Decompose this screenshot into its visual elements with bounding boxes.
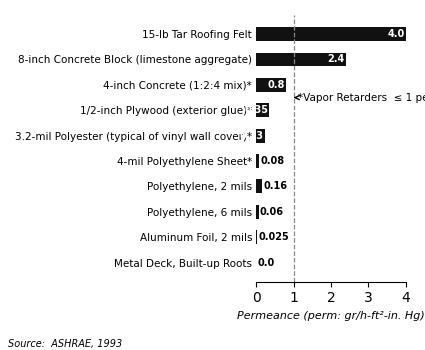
Bar (256, 154, 259, 168)
Bar (256, 129, 265, 143)
Text: 0.16: 0.16 (264, 181, 287, 191)
Text: 2.4: 2.4 (328, 55, 345, 64)
Bar (256, 230, 257, 244)
Bar (256, 103, 269, 117)
Text: 0.06: 0.06 (260, 207, 283, 217)
Text: 0.08: 0.08 (261, 156, 284, 166)
Bar (256, 205, 258, 219)
Bar (256, 52, 346, 66)
Text: 0.35: 0.35 (244, 105, 268, 115)
Bar (256, 78, 286, 92)
Text: Source:  ASHRAE, 1993: Source: ASHRAE, 1993 (8, 338, 123, 349)
Text: *Vapor Retarders  ≤ 1 perm: *Vapor Retarders ≤ 1 perm (295, 93, 425, 103)
Text: 0.23: 0.23 (240, 131, 264, 141)
Text: 0.0: 0.0 (258, 258, 275, 268)
X-axis label: Permeance (perm: gr/h-ft²-in. Hg): Permeance (perm: gr/h-ft²-in. Hg) (237, 311, 425, 321)
Text: 4.0: 4.0 (387, 29, 405, 39)
Text: 0.8: 0.8 (268, 80, 285, 90)
Bar (256, 27, 405, 41)
Text: 0.025: 0.025 (258, 232, 289, 242)
Bar (256, 180, 262, 194)
